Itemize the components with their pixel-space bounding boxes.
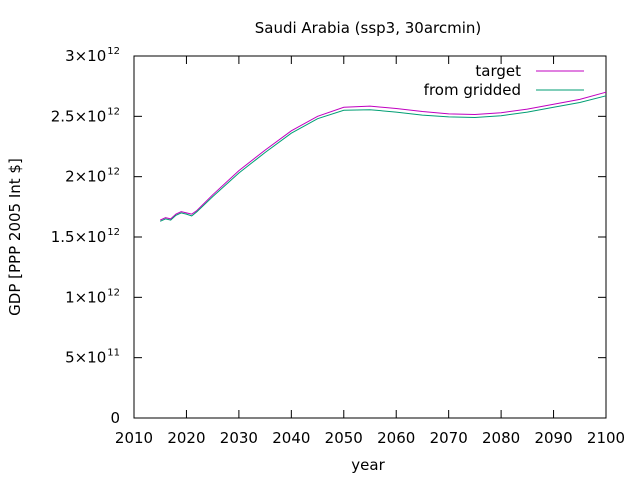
legend-entry-target: target: [475, 62, 584, 80]
y-tick-exponent: 12: [107, 46, 120, 57]
y-tick-mantissa: 2.5×10: [51, 107, 107, 125]
y-tick-label: 3×1012: [65, 46, 120, 65]
y-tick-exponent: 12: [107, 106, 120, 117]
x-tick-label: 2100: [587, 429, 625, 447]
series-line-target: [159, 91, 607, 221]
y-tick-label: 1×1012: [65, 287, 120, 306]
y-tick-label: 1.5×1012: [51, 227, 120, 246]
y-tick-mantissa: 5×10: [65, 349, 106, 367]
x-tick-label: 2050: [325, 429, 363, 447]
x-tick-label: 2070: [430, 429, 468, 447]
y-tick-exponent: 12: [107, 287, 120, 298]
y-tick-label: 0: [110, 409, 120, 427]
y-tick-mantissa: 3×10: [65, 47, 106, 65]
y-tick-label: 2×1012: [65, 167, 120, 186]
chart-title: Saudi Arabia (ssp3, 30arcmin): [255, 19, 482, 37]
legend: target from gridded: [424, 62, 584, 99]
y-tick-exponent: 11: [107, 348, 120, 359]
series-line-from-gridded: [159, 95, 607, 222]
x-tick-label: 2020: [167, 429, 205, 447]
y-tick-mantissa: 2×10: [65, 168, 106, 186]
x-tick-label: 2030: [220, 429, 258, 447]
legend-label-from-gridded: from gridded: [424, 81, 521, 99]
y-tick-label: 2.5×1012: [51, 106, 120, 125]
x-tick-label: 2040: [272, 429, 310, 447]
legend-label-target: target: [475, 62, 521, 80]
y-tick-mantissa: 0: [110, 409, 120, 427]
y-axis: 05×10111×10121.5×10122×10122.5×10123×101…: [51, 46, 606, 427]
series-layer: [159, 91, 607, 222]
y-tick-mantissa: 1×10: [65, 288, 106, 306]
x-axis-label: year: [351, 456, 385, 474]
x-tick-label: 2080: [482, 429, 520, 447]
x-tick-label: 2090: [534, 429, 572, 447]
y-axis-label: GDP [PPP 2005 Int $]: [6, 158, 24, 316]
x-axis: 2010 2020 2030 2040 2050 2060 2070 2080 2090 2100: [115, 56, 625, 447]
y-tick-mantissa: 1.5×10: [51, 228, 107, 246]
y-tick-label: 5×1011: [65, 348, 120, 367]
x-tick-label: 2010: [115, 429, 153, 447]
legend-entry-from-gridded: from gridded: [424, 81, 584, 99]
x-tick-label: 2060: [377, 429, 415, 447]
y-tick-exponent: 12: [107, 227, 120, 238]
y-tick-exponent: 12: [107, 167, 120, 178]
